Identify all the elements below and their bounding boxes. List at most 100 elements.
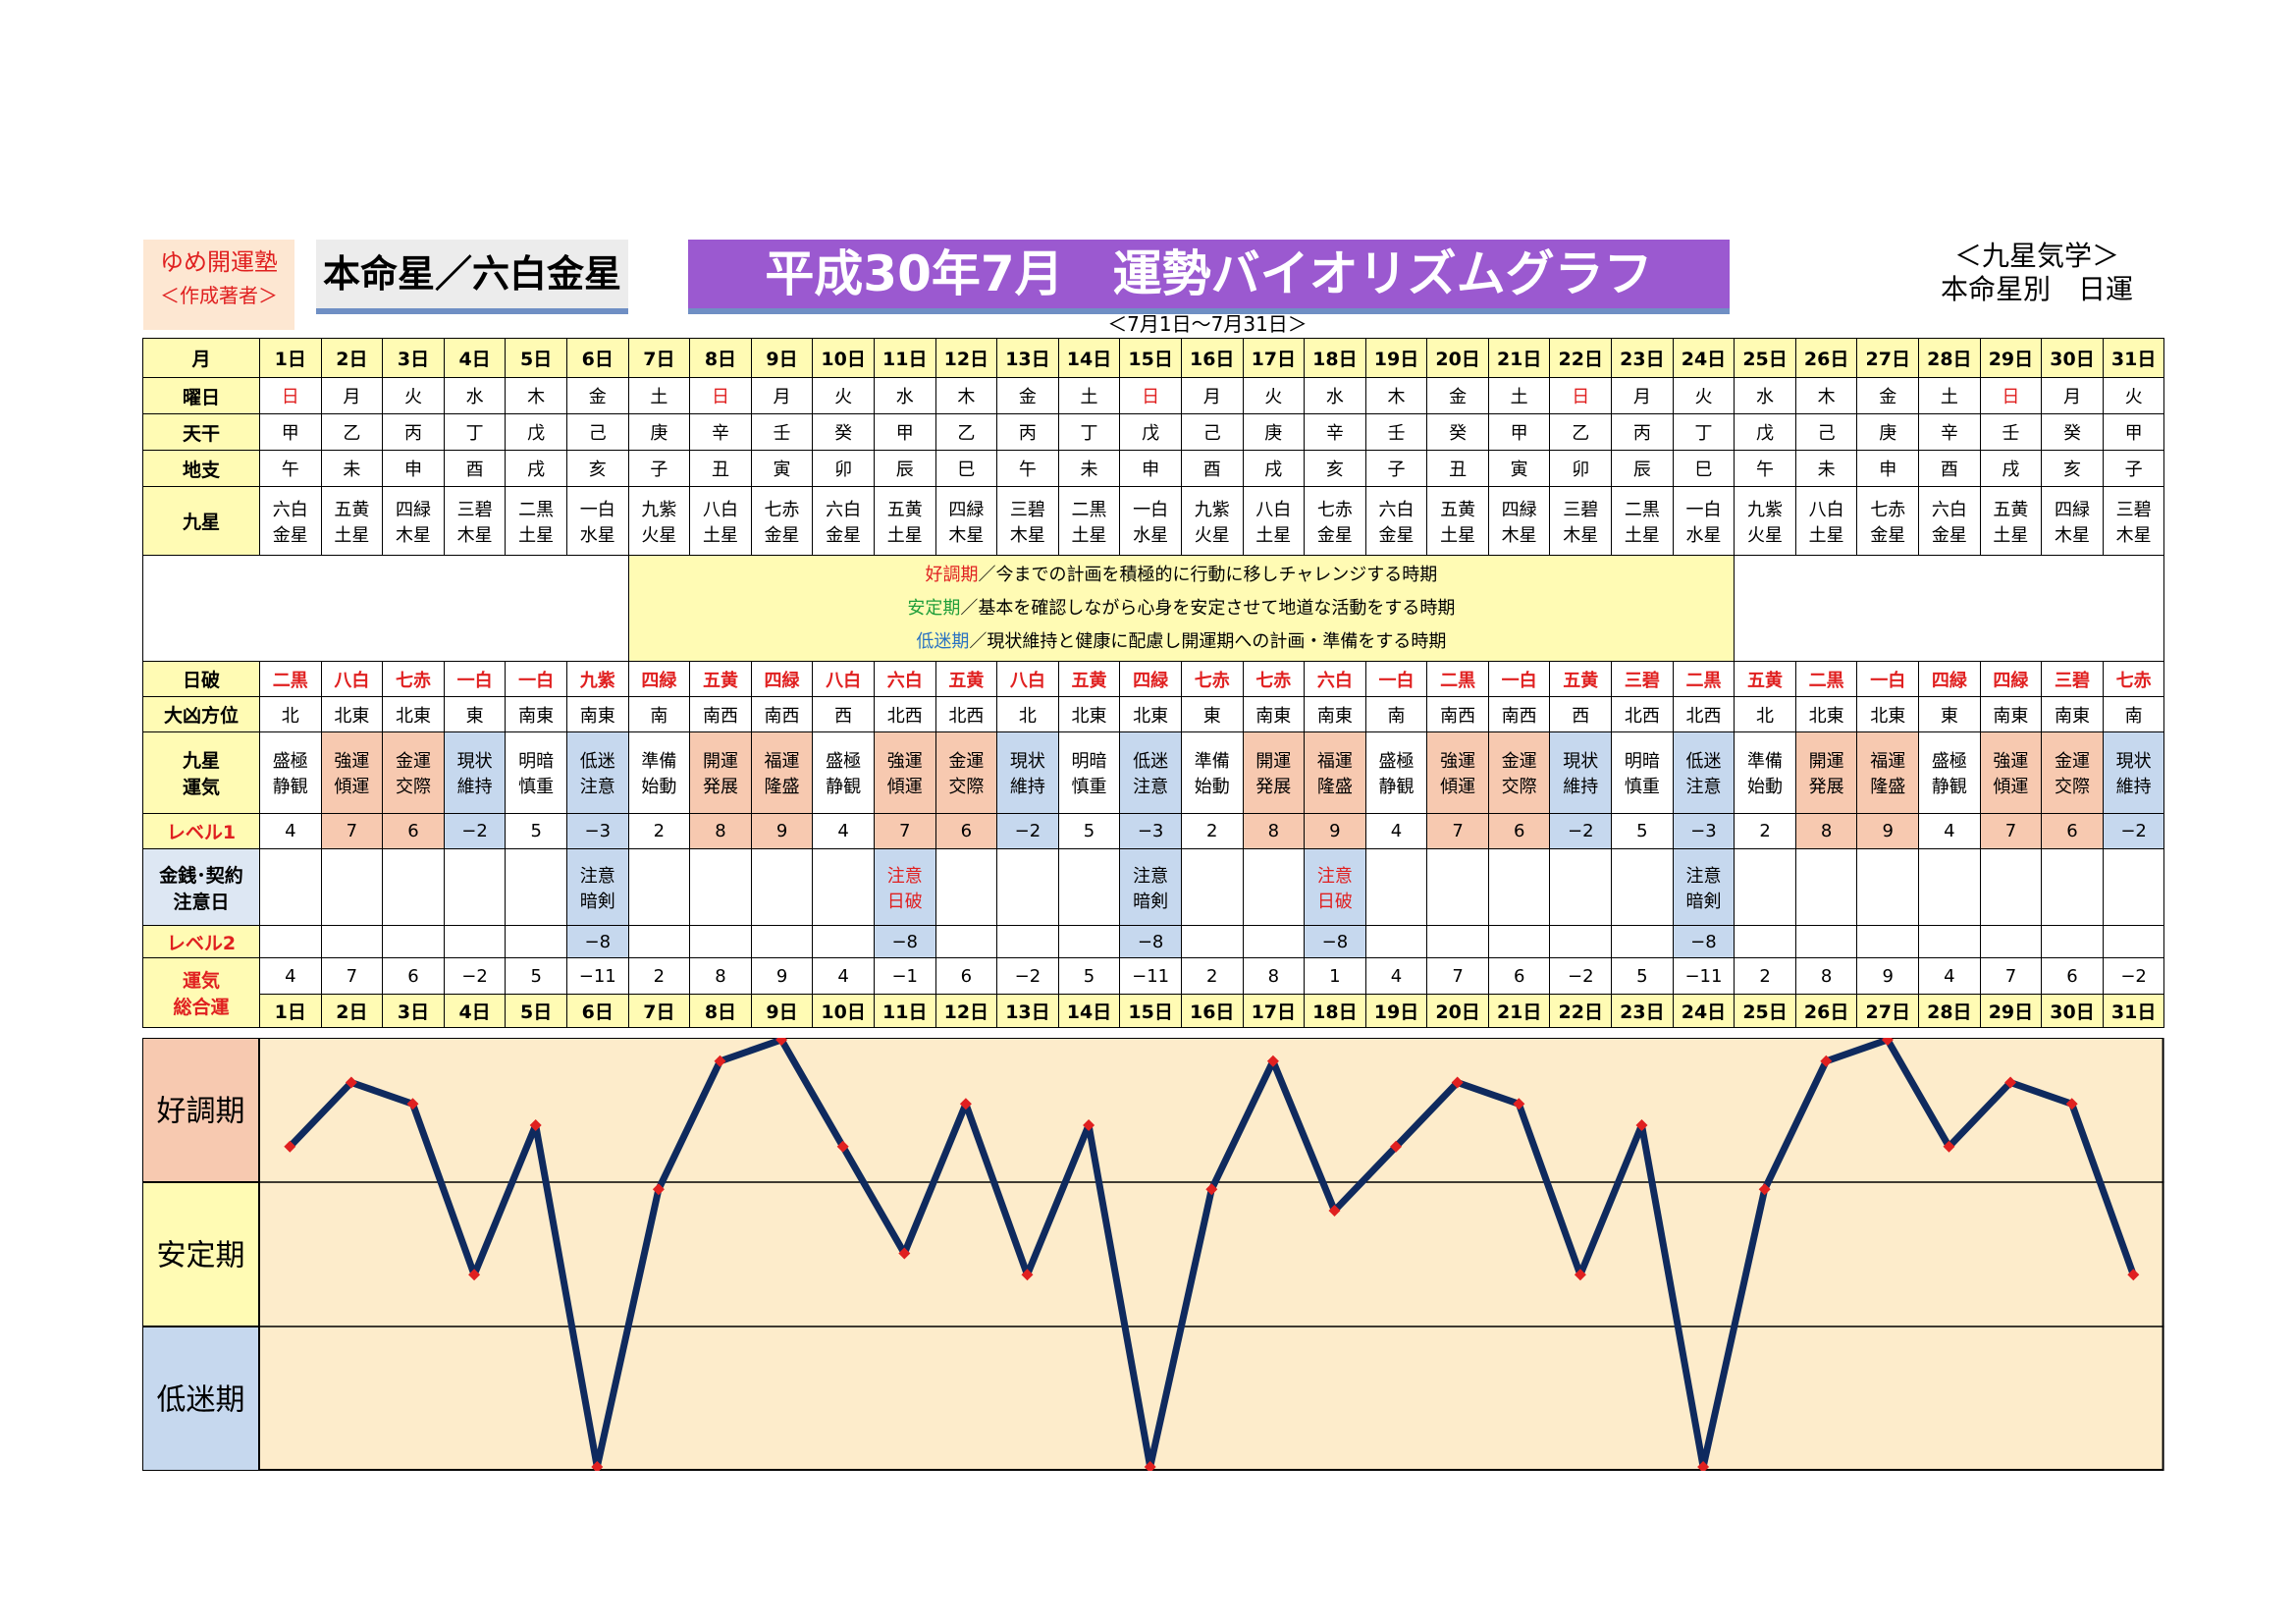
unki-top: 明暗 xyxy=(1624,751,1660,772)
kyusei-bottom: 水星 xyxy=(579,524,615,546)
chishi-cell: 酉 xyxy=(1918,450,1981,487)
caution-label-2: 注意日 xyxy=(173,891,230,913)
tenkan-cell: 丁 xyxy=(1057,413,1121,451)
level1-cell: 9 xyxy=(750,813,814,849)
tenkan-cell: 乙 xyxy=(1549,413,1613,451)
unki-top: 盛極 xyxy=(1378,751,1415,772)
kyusei-cell: 四緑 木星 xyxy=(2041,486,2104,556)
chishi-cell: 子 xyxy=(2102,450,2165,487)
data-point xyxy=(2004,1076,2017,1089)
kyusei-bottom: 木星 xyxy=(456,524,493,546)
level1-cell: 8 xyxy=(689,813,752,849)
kyusei-cell: 八白 土星 xyxy=(1242,486,1306,556)
day-header: 5日 xyxy=(505,338,567,378)
data-point xyxy=(1820,1055,1833,1067)
daikyo-cell: 南西 xyxy=(750,696,814,732)
unki-top: 準備 xyxy=(1194,751,1230,772)
unki-top: 金運 xyxy=(395,751,431,772)
chishi-cell: 寅 xyxy=(1487,450,1551,487)
unki-bottom: 交際 xyxy=(948,777,985,797)
kyusei-label: 九星 xyxy=(142,486,260,556)
level2-cell xyxy=(996,925,1059,958)
method-line1: ＜九星気学＞ xyxy=(1953,240,2119,272)
kyusei-cell: 三碧 木星 xyxy=(443,486,507,556)
kyusei-top: 二黒 xyxy=(1071,499,1107,520)
caution-cell xyxy=(934,848,998,926)
kyusei-top: 四緑 xyxy=(395,499,431,520)
weekday-cell: 金 xyxy=(1426,377,1489,414)
day-footer: 12日 xyxy=(934,994,998,1028)
caution-cell xyxy=(505,848,567,926)
day-header: 1日 xyxy=(259,338,322,378)
nippa-cell: 七赤 xyxy=(1242,661,1306,697)
day-footer: 10日 xyxy=(812,994,875,1028)
level1-cell: 5 xyxy=(505,813,567,849)
page-title: 平成30年7月 運勢バイオリズムグラフ xyxy=(688,240,1730,314)
nippa-cell: 五黄 xyxy=(1734,661,1796,697)
chishi-cell: 未 xyxy=(320,450,384,487)
daikyo-cell: 西 xyxy=(1549,696,1613,732)
data-point xyxy=(2127,1269,2140,1281)
chishi-cell: 申 xyxy=(1119,450,1182,487)
unki-bottom: 隆盛 xyxy=(764,777,800,797)
tenkan-cell: 庚 xyxy=(1856,413,1920,451)
unki-cell: 強運 傾運 xyxy=(1979,731,2043,814)
level2-cell xyxy=(689,925,752,958)
legend-row: 好調期／今までの計画を積極的に行動に移しチャレンジする時期 安定期／基本を確認しな… xyxy=(142,555,2165,662)
level1-cell: 9 xyxy=(1304,813,1366,849)
unki-bottom: 交際 xyxy=(1501,777,1537,797)
kyusei-bottom: 土星 xyxy=(518,524,555,546)
daikyo-cell: 南 xyxy=(627,696,691,732)
kyusei-bottom: 水星 xyxy=(1133,524,1169,546)
level1-cell: 9 xyxy=(1856,813,1920,849)
tenkan-cell: 癸 xyxy=(812,413,875,451)
caution-bottom: 暗剣 xyxy=(1685,891,1722,912)
nippa-cell: 一白 xyxy=(443,661,507,697)
caution-row: 金銭･契約 注意日 注意 暗剣 注意 日破 注意 暗剣 注意 日破 注意 暗剣 xyxy=(142,848,2165,926)
total-cell: 9 xyxy=(1856,957,1920,995)
day-footer: 2日 xyxy=(320,994,384,1028)
kyusei-bottom: 土星 xyxy=(1255,524,1292,546)
caution-cell: 注意 暗剣 xyxy=(1672,848,1735,926)
chishi-cell: 寅 xyxy=(750,450,814,487)
tenkan-row: 天干甲乙丙丁戊己庚辛壬癸甲乙丙丁戊己庚辛壬癸甲乙丙丁戊己庚辛壬癸甲 xyxy=(142,413,2165,451)
data-point xyxy=(1574,1269,1586,1281)
unki-top: 準備 xyxy=(1747,751,1784,772)
unki-top: 開運 xyxy=(702,751,738,772)
tenkan-cell: 壬 xyxy=(1979,413,2043,451)
kyusei-cell: 五黄 土星 xyxy=(1426,486,1489,556)
weekday-cell: 木 xyxy=(1794,377,1858,414)
daikyo-cell: 北 xyxy=(1734,696,1796,732)
level1-cell: −2 xyxy=(2102,813,2165,849)
day-footer-row: 1日 2日 3日 4日 5日 6日 7日 8日 9日 10日 11日 12日 13日 14日 15日 16日 1… xyxy=(143,994,2165,1028)
nippa-cell: 六白 xyxy=(1304,661,1366,697)
level1-cell: 7 xyxy=(320,813,384,849)
kyusei-bottom: 火星 xyxy=(641,524,677,546)
level2-cell xyxy=(1057,925,1121,958)
level2-cell xyxy=(2041,925,2104,958)
weekday-row: 曜日日月火水木金土日月火水木金土日月火水木金土日月火水木金土日月火 xyxy=(142,377,2165,414)
data-point xyxy=(959,1098,972,1110)
total-cell: −1 xyxy=(873,957,936,995)
nippa-cell: 一白 xyxy=(505,661,567,697)
unki-bottom: 静観 xyxy=(272,777,308,797)
day-header: 27日 xyxy=(1856,338,1920,378)
weekday-cell: 金 xyxy=(996,377,1059,414)
tenkan-cell: 己 xyxy=(1180,413,1244,451)
kyusei-cell: 一白 水星 xyxy=(1672,486,1735,556)
unki-cell: 盛極 静観 xyxy=(259,731,322,814)
caution-bottom: 暗剣 xyxy=(1133,891,1169,912)
kyusei-top: 九紫 xyxy=(1747,499,1784,520)
kyusei-bottom: 水星 xyxy=(1685,524,1722,546)
data-point xyxy=(2065,1098,2078,1110)
unki-cell: 明暗 慎重 xyxy=(1611,731,1674,814)
total-label-1: 運気 xyxy=(182,970,220,992)
level1-cell: 8 xyxy=(1794,813,1858,849)
kyusei-bottom: 金星 xyxy=(1870,524,1906,546)
kyusei-cell: 四緑 木星 xyxy=(1487,486,1551,556)
day-header: 18日 xyxy=(1304,338,1366,378)
day-header: 16日 xyxy=(1180,338,1244,378)
chishi-cell: 亥 xyxy=(565,450,629,487)
chishi-cell: 酉 xyxy=(443,450,507,487)
total-cell: 9 xyxy=(750,957,814,995)
